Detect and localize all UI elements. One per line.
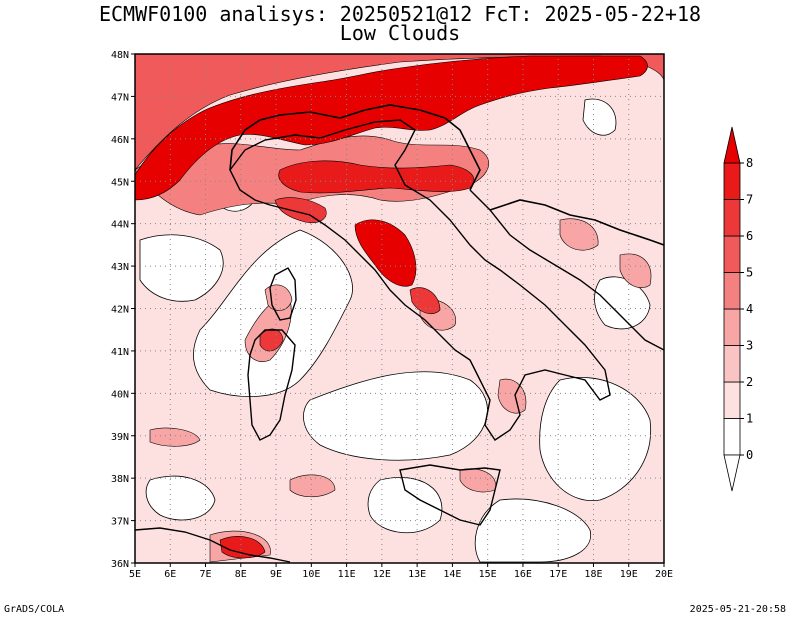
x-tick-label: 16E [514, 569, 532, 580]
colorbar: 0 1 2 3 4 5 6 7 8 [723, 126, 753, 492]
x-tick-label: 17E [549, 569, 567, 580]
cloud-patch-tyrrhenian-south [289, 474, 336, 498]
border-alps-east [444, 117, 481, 191]
border-balkans [489, 199, 664, 246]
y-tick-label: 44N [111, 220, 129, 231]
coastline-corsica [269, 267, 297, 321]
cloud-band-alps [135, 54, 664, 559]
y-tick-label: 43N [111, 262, 129, 273]
colorbar-label: 7 [746, 193, 753, 207]
y-tick-label: 45N [111, 177, 129, 188]
y-tick-label: 38N [111, 474, 129, 485]
y-tick-label: 47N [111, 92, 129, 103]
colorbar-segment [723, 272, 741, 310]
colorbar-label: 3 [746, 339, 753, 353]
coastline-italy [229, 119, 611, 441]
x-tick-label: 13E [408, 569, 426, 580]
cloud-level-8-alps [135, 55, 648, 201]
y-tick-label: 46N [111, 135, 129, 146]
colorbar-segment [723, 308, 741, 346]
y-tick-label: 41N [111, 347, 129, 358]
y-tick-label: 40N [111, 389, 129, 400]
clear-area-sicily-channel [367, 477, 443, 534]
y-tick-label: 36N [111, 559, 129, 570]
country-borders [229, 104, 664, 246]
colorbar-label: 8 [746, 156, 753, 170]
colorbar-label: 1 [746, 412, 753, 426]
x-tick-label: 12E [373, 569, 391, 580]
coastline-balkans [469, 189, 664, 351]
x-tick-label: 8E [235, 569, 247, 580]
cloud-patch-adriatic [559, 218, 599, 251]
map-gridlines [135, 54, 664, 563]
x-tick-label: 9E [270, 569, 282, 580]
colorbar-segment [723, 418, 741, 456]
clear-area-south-tyrrhenian [303, 371, 488, 461]
colorbar-segment [723, 162, 741, 200]
x-tick-label: 11E [338, 569, 356, 580]
border-alps-central [279, 104, 446, 119]
x-tick-label: 14E [443, 569, 461, 580]
coastline-north-africa [135, 527, 291, 563]
footer-timestamp: 2025-05-21-20:58 [689, 604, 786, 615]
x-tick-label: 15E [479, 569, 497, 580]
clear-area-north-east [582, 98, 617, 136]
footer-credit: GrADS/COLA [4, 604, 65, 615]
x-tick-label: 18E [584, 569, 602, 580]
map-subtitle: Low Clouds [339, 21, 461, 45]
colorbar-label: 6 [746, 229, 753, 243]
y-tick-label: 37N [111, 517, 129, 528]
colorbar-label: 4 [746, 302, 753, 316]
cloud-patch-west-sea [149, 427, 201, 447]
colorbar-min-arrow [723, 454, 741, 492]
latitude-axis: 36N 37N 38N 39N 40N 41N 42N 43N 44N 45N 46N 47N 48N [111, 50, 135, 570]
border-alps-west [229, 114, 281, 171]
x-tick-label: 10E [302, 569, 320, 580]
coastlines [135, 119, 664, 563]
clear-area-sw [145, 475, 216, 521]
colorbar-segment [723, 345, 741, 383]
colorbar-label: 2 [746, 375, 753, 389]
cloud-level-7-po-valley [278, 160, 475, 194]
x-tick-label: 6E [164, 569, 176, 580]
clear-area-south [474, 498, 591, 563]
y-tick-label: 42N [111, 305, 129, 316]
x-tick-label: 20E [655, 569, 673, 580]
colorbar-segment [723, 199, 741, 237]
colorbar-segment [723, 381, 741, 419]
clear-area-west [139, 234, 224, 302]
colorbar-segment [723, 235, 741, 273]
map-title: ECMWF0100 analisys: 20250521@12 FcT: 202… [98, 2, 702, 26]
y-tick-label: 39N [111, 432, 129, 443]
map-plot-area [135, 54, 664, 563]
colorbar-label: 5 [746, 266, 753, 280]
cloud-patch-albania [619, 253, 652, 289]
x-tick-label: 5E [129, 569, 141, 580]
y-tick-label: 48N [111, 50, 129, 61]
coastline-sardinia [247, 329, 296, 441]
cloud-level-7-north-africa [219, 536, 266, 559]
x-tick-label: 19E [620, 569, 638, 580]
coastline-sicily [399, 464, 501, 526]
longitude-axis: 5E 6E 7E 8E 9E 10E 11E 12E 13E 14E 15E 16E 17E 18E 19E… [129, 563, 673, 580]
map-figure: 5E 6E 7E 8E 9E 10E 11E 12E 13E 14E 15E 16E 17E 18E 19E… [111, 50, 753, 580]
x-tick-label: 7E [200, 569, 212, 580]
clear-area-ionian [539, 377, 652, 502]
colorbar-label: 0 [746, 448, 753, 462]
colorbar-max-arrow [723, 126, 741, 164]
cloud-level-8-apennines [354, 219, 417, 287]
